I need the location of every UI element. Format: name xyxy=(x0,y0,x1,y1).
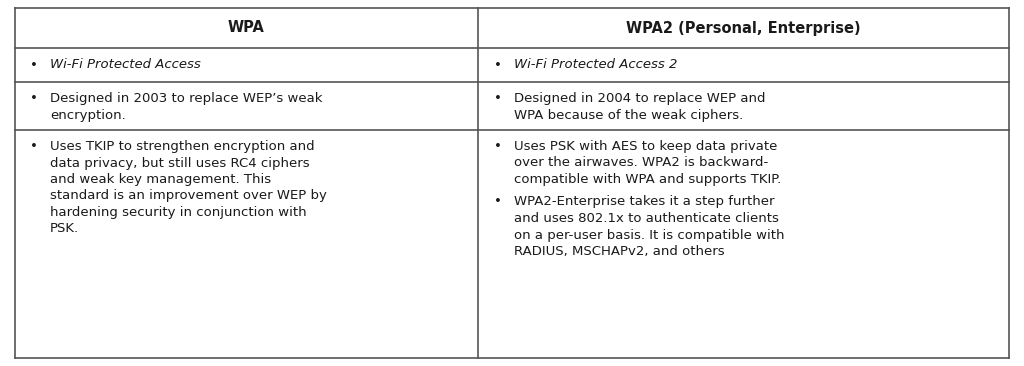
Text: Designed in 2003 to replace WEP’s weak: Designed in 2003 to replace WEP’s weak xyxy=(50,92,323,105)
Text: RADIUS, MSCHAPv2, and others: RADIUS, MSCHAPv2, and others xyxy=(514,245,725,258)
Text: hardening security in conjunction with: hardening security in conjunction with xyxy=(50,206,306,219)
Text: •: • xyxy=(494,59,502,71)
Text: Uses PSK with AES to keep data private: Uses PSK with AES to keep data private xyxy=(514,140,777,153)
Text: and weak key management. This: and weak key management. This xyxy=(50,173,271,186)
Text: •: • xyxy=(30,140,38,153)
Text: data privacy, but still uses RC4 ciphers: data privacy, but still uses RC4 ciphers xyxy=(50,157,309,169)
Text: and uses 802.1x to authenticate clients: and uses 802.1x to authenticate clients xyxy=(514,212,779,225)
Text: •: • xyxy=(494,195,502,209)
Text: Wi-Fi Protected Access: Wi-Fi Protected Access xyxy=(50,59,201,71)
Text: standard is an improvement over WEP by: standard is an improvement over WEP by xyxy=(50,190,327,202)
Text: WPA2-Enterprise takes it a step further: WPA2-Enterprise takes it a step further xyxy=(514,195,774,209)
Text: •: • xyxy=(494,92,502,105)
Text: WPA because of the weak ciphers.: WPA because of the weak ciphers. xyxy=(514,108,743,122)
Text: compatible with WPA and supports TKIP.: compatible with WPA and supports TKIP. xyxy=(514,173,781,186)
Text: •: • xyxy=(494,140,502,153)
Text: PSK.: PSK. xyxy=(50,223,79,235)
Text: over the airwaves. WPA2 is backward-: over the airwaves. WPA2 is backward- xyxy=(514,157,768,169)
Text: on a per-user basis. It is compatible with: on a per-user basis. It is compatible wi… xyxy=(514,228,784,242)
Text: WPA2 (Personal, Enterprise): WPA2 (Personal, Enterprise) xyxy=(627,20,861,36)
Text: WPA: WPA xyxy=(228,20,265,36)
Text: encryption.: encryption. xyxy=(50,108,126,122)
Text: Wi-Fi Protected Access 2: Wi-Fi Protected Access 2 xyxy=(514,59,677,71)
Text: Uses TKIP to strengthen encryption and: Uses TKIP to strengthen encryption and xyxy=(50,140,314,153)
Text: Designed in 2004 to replace WEP and: Designed in 2004 to replace WEP and xyxy=(514,92,766,105)
Text: •: • xyxy=(30,92,38,105)
Text: •: • xyxy=(30,59,38,71)
